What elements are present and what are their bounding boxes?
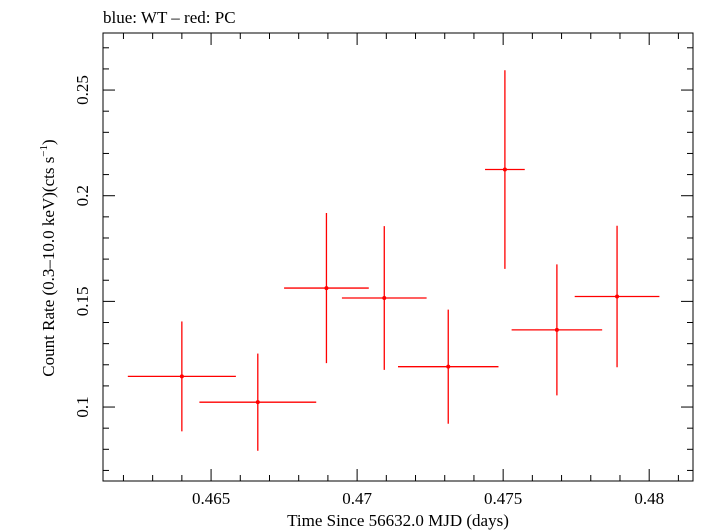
data-point bbox=[511, 264, 603, 396]
point-marker bbox=[324, 286, 329, 291]
point-marker bbox=[554, 327, 559, 332]
y-axis-label-sup: −1 bbox=[38, 145, 50, 157]
x-axis-label: Time Since 56632.0 MJD (days) bbox=[287, 511, 509, 530]
legend-text: blue: WT – red: PC bbox=[103, 8, 236, 27]
data-point bbox=[127, 321, 236, 432]
data-point bbox=[341, 226, 427, 370]
point-marker bbox=[446, 364, 451, 369]
data-point bbox=[199, 353, 317, 451]
data-layer bbox=[127, 70, 660, 451]
point-marker bbox=[255, 400, 260, 405]
point-marker bbox=[615, 294, 620, 299]
y-tick-label: 0.25 bbox=[73, 75, 92, 105]
x-tick-label: 0.475 bbox=[484, 489, 522, 508]
x-tick-label: 0.48 bbox=[634, 489, 664, 508]
y-tick-label: 0.15 bbox=[73, 287, 92, 317]
plot-frame bbox=[102, 32, 694, 482]
y-axis-label: Count Rate (0.3–10.0 keV)(cts s−1) bbox=[38, 139, 58, 376]
y-axis: 0.1 0.15 0.2 0.25 bbox=[73, 47, 693, 471]
x-axis: 0.465 0.47 0.475 0.48 bbox=[122, 33, 679, 508]
y-axis-label-end: ) bbox=[39, 139, 58, 145]
data-point bbox=[398, 309, 499, 424]
data-point bbox=[574, 225, 660, 368]
x-tick-label: 0.47 bbox=[342, 489, 372, 508]
point-marker bbox=[179, 374, 184, 379]
y-tick-label: 0.1 bbox=[73, 396, 92, 417]
point-marker bbox=[502, 167, 507, 172]
x-tick-label: 0.465 bbox=[192, 489, 230, 508]
data-point bbox=[284, 213, 369, 364]
point-marker bbox=[382, 295, 387, 300]
y-tick-label: 0.2 bbox=[73, 185, 92, 206]
y-axis-label-main: Count Rate (0.3–10.0 keV)(cts s bbox=[39, 157, 58, 377]
data-point bbox=[485, 70, 525, 269]
